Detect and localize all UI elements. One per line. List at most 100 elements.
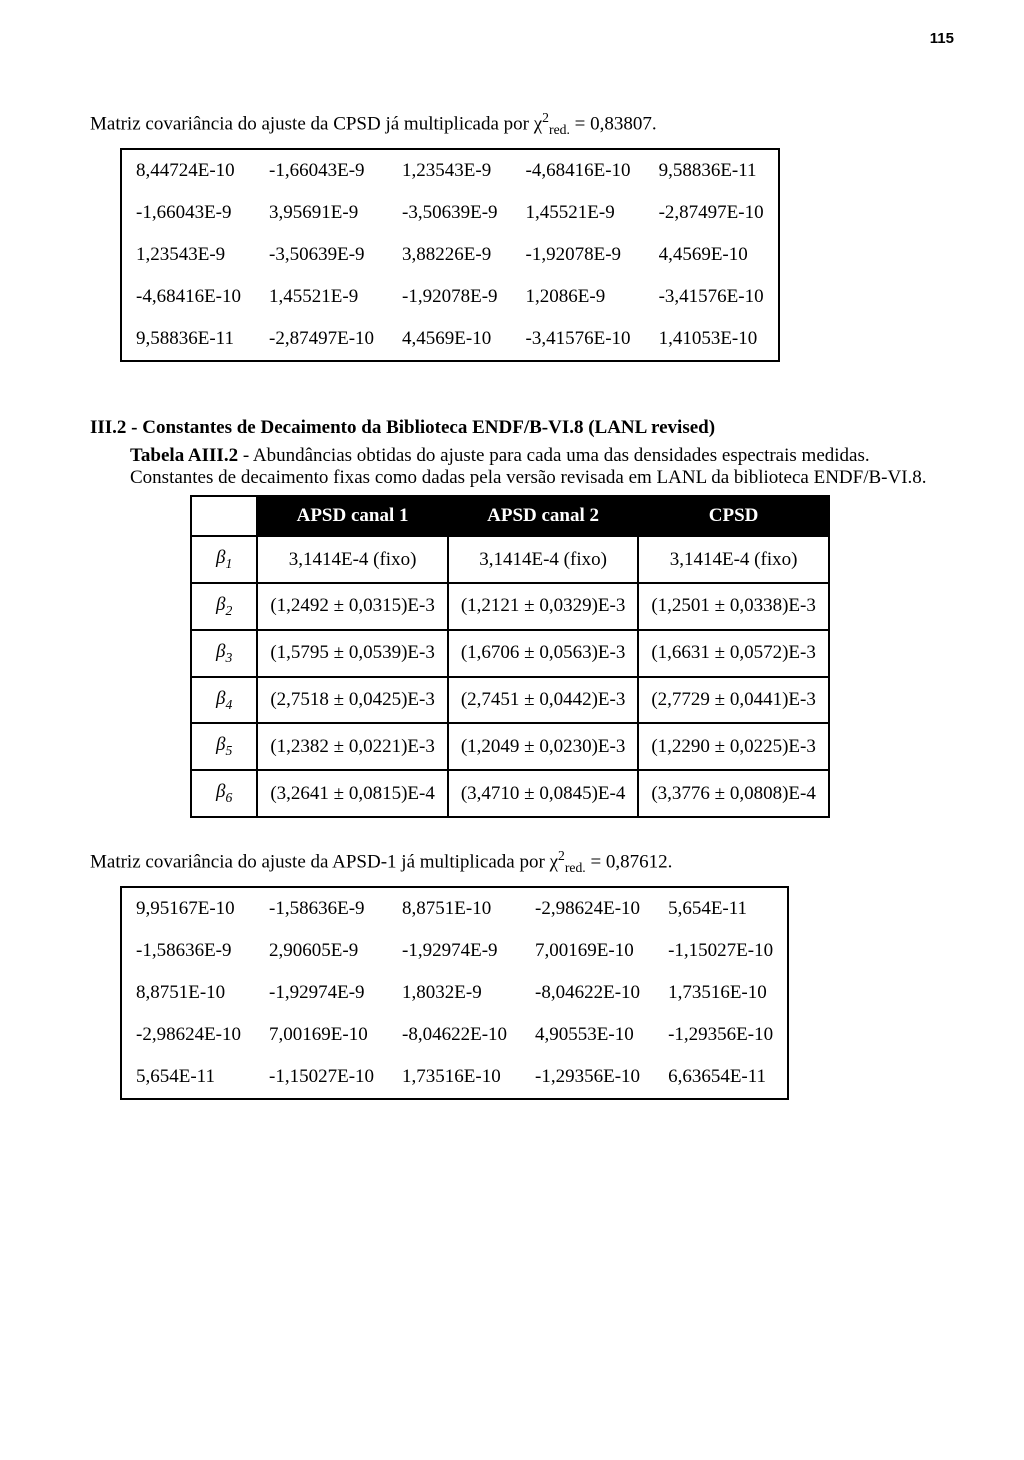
matrix-cell: 1,41053E-10 xyxy=(645,318,779,361)
matrix-row: 9,58836E-11-2,87497E-104,4569E-10-3,4157… xyxy=(121,318,779,361)
matrix-row: 5,654E-11-1,15027E-101,73516E-10-1,29356… xyxy=(121,1056,788,1099)
paragraph-matrix-b: Matriz covariância do ajuste da APSD-1 j… xyxy=(90,848,954,876)
table-cell: (1,6631 ± 0,0572)E-3 xyxy=(638,630,829,677)
matrix-cell: -1,58636E-9 xyxy=(255,887,388,930)
paragraph-a-suffix: = 0,83807. xyxy=(570,113,657,134)
row-label: β3 xyxy=(191,630,257,677)
matrix-cell: 9,58836E-11 xyxy=(645,149,779,192)
matrix-cell: -1,15027E-10 xyxy=(654,930,788,972)
table-caption: Tabela AIII.2 - Abundâncias obtidas do a… xyxy=(130,445,934,489)
matrix-cell: 1,45521E-9 xyxy=(512,192,645,234)
matrix-cell: -2,87497E-10 xyxy=(255,318,388,361)
matrix-cell: 4,90553E-10 xyxy=(521,1014,654,1056)
table-cell: 3,1414E-4 (fixo) xyxy=(257,536,448,583)
matrix-cell: 2,90605E-9 xyxy=(255,930,388,972)
paragraph-a-prefix: Matriz covariância do ajuste da CPSD já … xyxy=(90,113,542,134)
matrix-cell: -1,92078E-9 xyxy=(388,276,512,318)
matrix-cell: 7,00169E-10 xyxy=(255,1014,388,1056)
matrix-cell: 1,23543E-9 xyxy=(121,234,255,276)
matrix-cell: 3,95691E-9 xyxy=(255,192,388,234)
table-cell: (1,2501 ± 0,0338)E-3 xyxy=(638,583,829,630)
chi-sup-b: 2 xyxy=(558,848,565,863)
paragraph-b-prefix: Matriz covariância do ajuste da APSD-1 j… xyxy=(90,851,558,872)
matrix-row: 8,8751E-10-1,92974E-91,8032E-9-8,04622E-… xyxy=(121,972,788,1014)
matrix-cell: -4,68416E-10 xyxy=(512,149,645,192)
table-cell: (3,3776 ± 0,0808)E-4 xyxy=(638,770,829,817)
table-row: β3(1,5795 ± 0,0539)E-3(1,6706 ± 0,0563)E… xyxy=(191,630,829,677)
matrix-cell: -3,50639E-9 xyxy=(255,234,388,276)
table-cell: (1,2121 ± 0,0329)E-3 xyxy=(448,583,639,630)
table-cell: (2,7518 ± 0,0425)E-3 xyxy=(257,677,448,724)
matrix-cell: 5,654E-11 xyxy=(121,1056,255,1099)
matrix-cell: -1,92974E-9 xyxy=(388,930,521,972)
matrix-row: -4,68416E-101,45521E-9-1,92078E-91,2086E… xyxy=(121,276,779,318)
matrix-cell: 7,00169E-10 xyxy=(521,930,654,972)
matrix-cell: 1,8032E-9 xyxy=(388,972,521,1014)
chi-sub-b: red. xyxy=(565,860,586,875)
matrix-cell: -4,68416E-10 xyxy=(121,276,255,318)
matrix-cell: 8,44724E-10 xyxy=(121,149,255,192)
matrix-cell: 1,73516E-10 xyxy=(388,1056,521,1099)
matrix-cell: -1,29356E-10 xyxy=(521,1056,654,1099)
matrix-cell: -1,15027E-10 xyxy=(255,1056,388,1099)
matrix-cell: -1,29356E-10 xyxy=(654,1014,788,1056)
chi-sup: 2 xyxy=(542,110,549,125)
table-cell: (1,2492 ± 0,0315)E-3 xyxy=(257,583,448,630)
matrix-row: -1,66043E-93,95691E-9-3,50639E-91,45521E… xyxy=(121,192,779,234)
table-cell: (1,2049 ± 0,0230)E-3 xyxy=(448,723,639,770)
matrix-row: 9,95167E-10-1,58636E-98,8751E-10-2,98624… xyxy=(121,887,788,930)
matrix-cell: -1,92078E-9 xyxy=(512,234,645,276)
matrix-cell: 4,4569E-10 xyxy=(645,234,779,276)
row-label: β1 xyxy=(191,536,257,583)
table-cell: 3,1414E-4 (fixo) xyxy=(448,536,639,583)
matrix-row: 1,23543E-9-3,50639E-93,88226E-9-1,92078E… xyxy=(121,234,779,276)
matrix-cell: -2,98624E-10 xyxy=(121,1014,255,1056)
matrix-cell: -2,87497E-10 xyxy=(645,192,779,234)
paragraph-b-suffix: = 0,87612. xyxy=(586,851,673,872)
matrix-cell: 1,23543E-9 xyxy=(388,149,512,192)
matrix-cell: -2,98624E-10 xyxy=(521,887,654,930)
matrix-cell: 3,88226E-9 xyxy=(388,234,512,276)
matrix-cell: 1,45521E-9 xyxy=(255,276,388,318)
table-cell: (1,5795 ± 0,0539)E-3 xyxy=(257,630,448,677)
table-cell: (1,2290 ± 0,0225)E-3 xyxy=(638,723,829,770)
col-header-1: APSD canal 1 xyxy=(257,496,448,536)
section-heading: III.2 - Constantes de Decaimento da Bibl… xyxy=(90,417,954,439)
paragraph-matrix-a: Matriz covariância do ajuste da CPSD já … xyxy=(90,110,954,138)
table-row: β13,1414E-4 (fixo)3,1414E-4 (fixo)3,1414… xyxy=(191,536,829,583)
caption-text: - Abundâncias obtidas do ajuste para cad… xyxy=(130,445,927,488)
caption-label: Tabela AIII.2 xyxy=(130,445,238,466)
table-row: β6(3,2641 ± 0,0815)E-4(3,4710 ± 0,0845)E… xyxy=(191,770,829,817)
table-cell: (1,2382 ± 0,0221)E-3 xyxy=(257,723,448,770)
matrix-cell: -8,04622E-10 xyxy=(388,1014,521,1056)
row-label: β4 xyxy=(191,677,257,724)
table-corner xyxy=(191,496,257,536)
matrix-cell: 8,8751E-10 xyxy=(121,972,255,1014)
abundance-table: APSD canal 1 APSD canal 2 CPSD β13,1414E… xyxy=(190,495,830,818)
chi-sub: red. xyxy=(549,122,570,137)
table-cell: (2,7729 ± 0,0441)E-3 xyxy=(638,677,829,724)
page: 115 Matriz covariância do ajuste da CPSD… xyxy=(0,0,1024,1460)
table-row: β5(1,2382 ± 0,0221)E-3(1,2049 ± 0,0230)E… xyxy=(191,723,829,770)
page-number: 115 xyxy=(930,30,954,47)
matrix-row: -1,58636E-92,90605E-9-1,92974E-97,00169E… xyxy=(121,930,788,972)
row-label: β5 xyxy=(191,723,257,770)
table-cell: 3,1414E-4 (fixo) xyxy=(638,536,829,583)
table-row: β2(1,2492 ± 0,0315)E-3(1,2121 ± 0,0329)E… xyxy=(191,583,829,630)
matrix-cell: -1,66043E-9 xyxy=(121,192,255,234)
matrix-cell: 9,58836E-11 xyxy=(121,318,255,361)
matrix-cell: 8,8751E-10 xyxy=(388,887,521,930)
col-header-3: CPSD xyxy=(638,496,829,536)
matrix-cell: -8,04622E-10 xyxy=(521,972,654,1014)
matrix-cell: 1,73516E-10 xyxy=(654,972,788,1014)
matrix-cell: -3,41576E-10 xyxy=(512,318,645,361)
matrix-cell: 4,4569E-10 xyxy=(388,318,512,361)
table-cell: (2,7451 ± 0,0442)E-3 xyxy=(448,677,639,724)
matrix-cell: 9,95167E-10 xyxy=(121,887,255,930)
matrix-cell: 6,63654E-11 xyxy=(654,1056,788,1099)
row-label: β6 xyxy=(191,770,257,817)
table-cell: (3,2641 ± 0,0815)E-4 xyxy=(257,770,448,817)
matrix-cell: -3,41576E-10 xyxy=(645,276,779,318)
covariance-matrix-a: 8,44724E-10-1,66043E-91,23543E-9-4,68416… xyxy=(120,148,780,362)
matrix-row: 8,44724E-10-1,66043E-91,23543E-9-4,68416… xyxy=(121,149,779,192)
